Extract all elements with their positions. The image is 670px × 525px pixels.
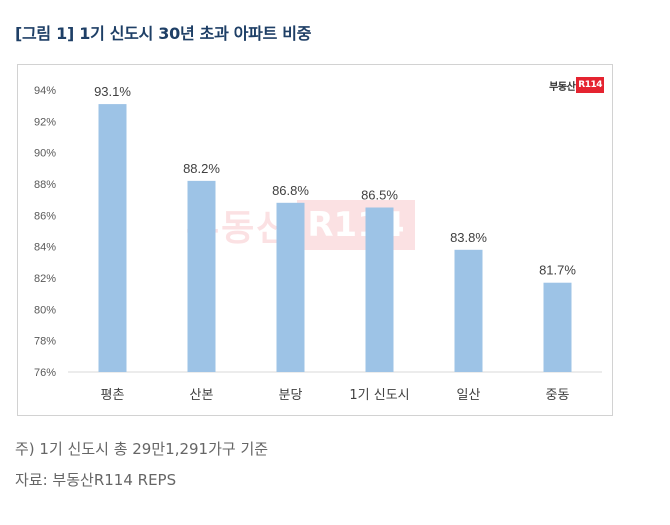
bar — [276, 202, 305, 372]
data-label: 93.1% — [94, 84, 131, 99]
y-tick-label: 80% — [34, 304, 56, 316]
x-tick-label: 중동 — [546, 388, 570, 403]
logo-text: 부동산 — [549, 81, 576, 93]
y-tick-label: 82% — [34, 273, 56, 285]
chart-frame: 부동산 R114 76% 78% 80% 82% 84% 86% 88% 90% 92% 94% 9… — [17, 64, 613, 416]
y-tick-label: 92% — [34, 116, 56, 128]
bar — [187, 180, 216, 372]
footnote: 주) 1기 신도시 총 29만1,291가구 기준 — [15, 440, 269, 458]
x-tick-label: 산본 — [190, 388, 214, 403]
source-note: 자료: 부동산R114 REPS — [15, 471, 177, 489]
y-tick-label: 94% — [34, 85, 56, 97]
y-tick-label: 90% — [34, 148, 56, 160]
bar-chart: 76% 78% 80% 82% 84% 86% 88% 90% 92% 94% 93.1% 평촌 88.… — [34, 84, 602, 403]
y-tick-label: 78% — [34, 336, 56, 348]
y-tick-label: 84% — [34, 242, 56, 254]
figure-title: [그림 1] 1기 신도시 30년 초과 아파트 비중 — [15, 24, 312, 43]
x-tick-label: 일산 — [457, 388, 481, 403]
x-tick-label: 평촌 — [101, 388, 125, 403]
data-label: 83.8% — [450, 230, 487, 245]
x-tick-label: 분당 — [279, 388, 303, 403]
data-label: 86.8% — [272, 183, 309, 198]
x-tick-label: 1기 신도시 — [349, 388, 409, 403]
data-label: 88.2% — [183, 161, 220, 176]
bar — [543, 282, 572, 372]
data-label: 81.7% — [539, 263, 576, 278]
y-tick-label: 88% — [34, 179, 56, 191]
brand-logo: 부동산 R114 — [549, 77, 604, 93]
bar — [454, 249, 483, 372]
data-label: 86.5% — [361, 188, 398, 203]
y-tick-label: 76% — [34, 367, 56, 379]
logo-mark: R114 — [576, 77, 604, 93]
y-tick-label: 86% — [34, 210, 56, 222]
bar — [365, 207, 394, 372]
bar — [98, 104, 127, 372]
